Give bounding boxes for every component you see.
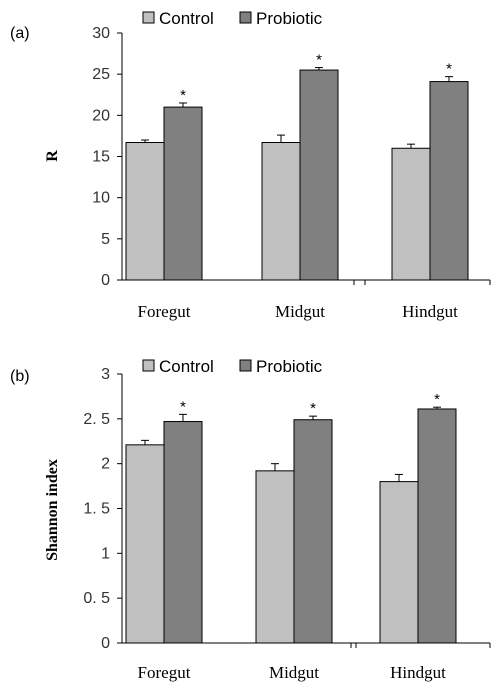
y-tick-label: 2 bbox=[101, 456, 110, 473]
significance-star: * bbox=[180, 87, 186, 104]
panel-label: (b) bbox=[10, 368, 30, 385]
bar-probiotic bbox=[429, 81, 469, 281]
bar-control bbox=[261, 142, 301, 281]
category-label: Foregut bbox=[138, 663, 191, 682]
legend-label-probiotic: Probiotic bbox=[256, 9, 323, 28]
y-tick-label: 5 bbox=[101, 231, 110, 248]
bar-control bbox=[255, 470, 295, 644]
chart-panel-0: (a) R 0 5 10 15 20 25 30 * Foregut * Midgut * Hindgut C… bbox=[10, 9, 491, 321]
y-axis-label: Shannon index bbox=[44, 459, 61, 561]
y-axis-label: R bbox=[44, 150, 61, 162]
y-tick-label: 2. 5 bbox=[83, 411, 110, 428]
bar-probiotic bbox=[299, 69, 339, 281]
y-tick-label: 0. 5 bbox=[83, 590, 110, 607]
significance-star: * bbox=[180, 398, 186, 415]
category-label: Hindgut bbox=[390, 663, 446, 682]
bar-control bbox=[391, 147, 431, 281]
y-tick-label: 0 bbox=[101, 272, 110, 289]
y-tick-label: 0 bbox=[101, 635, 110, 652]
legend-swatch-control bbox=[142, 359, 155, 372]
legend-swatch-probiotic bbox=[239, 11, 252, 24]
category-label: Midgut bbox=[275, 302, 325, 321]
legend-label-control: Control bbox=[159, 9, 214, 28]
bar-control bbox=[379, 481, 419, 644]
legend-swatch-control bbox=[142, 11, 155, 24]
legend-label-control: Control bbox=[159, 357, 214, 376]
bar-probiotic bbox=[417, 408, 457, 644]
y-tick-label: 1. 5 bbox=[83, 501, 110, 518]
y-tick-label: 20 bbox=[92, 107, 110, 124]
bar-probiotic bbox=[163, 421, 203, 644]
bar-probiotic bbox=[293, 419, 333, 644]
y-tick-label: 1 bbox=[101, 545, 110, 562]
legend-label-probiotic: Probiotic bbox=[256, 357, 323, 376]
y-tick-label: 25 bbox=[92, 66, 110, 83]
y-tick-label: 3 bbox=[101, 366, 110, 383]
significance-star: * bbox=[310, 400, 316, 417]
y-tick-label: 10 bbox=[92, 190, 110, 207]
panel-label: (a) bbox=[10, 25, 30, 42]
chart-panel-1: (b) Shannon index 0 0. 5 1 1. 5 2 2. 5 3 * Foregut… bbox=[10, 357, 491, 682]
y-tick-label: 15 bbox=[92, 149, 110, 166]
legend-swatch-probiotic bbox=[239, 359, 252, 372]
bar-control bbox=[125, 444, 165, 644]
bar-control bbox=[125, 142, 165, 281]
category-label: Midgut bbox=[269, 663, 319, 682]
significance-star: * bbox=[446, 61, 452, 78]
significance-star: * bbox=[434, 391, 440, 408]
y-tick-label: 30 bbox=[92, 25, 110, 42]
bar-probiotic bbox=[163, 106, 203, 281]
category-label: Hindgut bbox=[402, 302, 458, 321]
significance-star: * bbox=[316, 52, 322, 69]
category-label: Foregut bbox=[138, 302, 191, 321]
